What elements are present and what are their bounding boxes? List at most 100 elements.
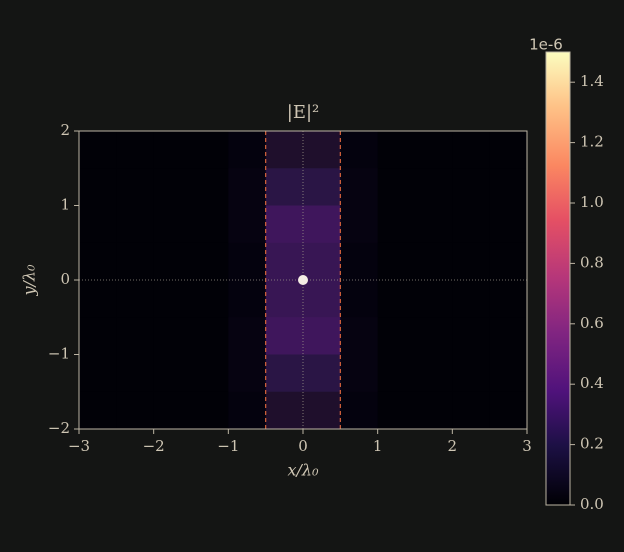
colorbar [545,51,571,506]
colorbar-tick-label: 0.2 [580,435,604,453]
heatmap-cell [228,391,267,429]
heatmap-cell [228,168,267,206]
heatmap-cell [303,205,341,244]
heatmap-cell [79,131,117,169]
x-tick-label: 1 [373,437,383,455]
y-tick-label: 2 [60,121,70,139]
heatmap-cell [303,317,341,355]
heatmap-cell [228,242,267,281]
heatmap-cell [116,391,155,429]
heatmap-cell [340,205,379,244]
heatmap-cell [79,317,117,355]
x-tick-label: 2 [448,437,458,455]
heatmap-cell [340,242,379,281]
heatmap-cell [116,168,155,206]
heatmap-cell [116,317,155,355]
x-tick-label: −2 [143,437,165,455]
heatmap-cell [377,205,416,244]
heatmap-cell [377,280,416,318]
heatmap-cell [303,391,341,429]
chart-title: |E|² [287,102,319,123]
y-axis-label: y/λ₀ [20,264,39,297]
heatmap-cell [191,168,229,206]
heatmap-cell [452,205,491,244]
heatmap-cell [489,131,527,169]
heatmap-cell [340,391,379,429]
heatmap-cell [303,168,341,206]
x-tick-label: −1 [217,437,239,455]
colorbar-tick-label: 1.0 [580,193,604,211]
heatmap-cell [340,354,379,393]
heatmap-cell [79,391,117,429]
heatmap-cell [415,280,453,318]
colorbar-tick-label: 1.2 [580,133,604,151]
heatmap-cell [265,391,304,429]
heatmap-cell [116,131,155,169]
y-tick-label: 0 [60,270,70,288]
heatmap-cell [303,131,341,169]
heatmap-cell [153,391,192,429]
heatmap-cell [191,317,229,355]
heatmap-cell [452,317,491,355]
heatmap-cell [265,317,304,355]
heatmap-cell [79,242,117,281]
heatmap-cell [191,242,229,281]
heatmap-cell [452,391,491,429]
heatmap-cell [377,354,416,393]
x-tick-label: −3 [68,437,90,455]
heatmap-cell [265,280,304,318]
y-tick-label: −1 [48,345,70,363]
heatmap-cell [377,317,416,355]
heatmap-cell [415,242,453,281]
source-point [298,275,308,285]
heatmap-cell [228,317,267,355]
heatmap-cell [116,354,155,393]
heatmap-cell [415,354,453,393]
colorbar-tick-label: 0.0 [580,495,604,513]
heatmap-cell [228,205,267,244]
colorbar-tick-label: 0.6 [580,314,604,332]
heatmap-cell [191,354,229,393]
heatmap-cell [191,131,229,169]
heatmap-cell [191,205,229,244]
heatmap-cell [265,242,304,281]
heatmap-cell [153,242,192,281]
heatmap-cell [228,354,267,393]
colorbar-tick-label: 0.8 [580,253,604,271]
heatmap-cell [191,391,229,429]
heatmap-cell [452,168,491,206]
heatmap-cell [452,131,491,169]
heatmap-cell [191,280,229,318]
heatmap-cell [415,168,453,206]
heatmap-cell [452,354,491,393]
colorbar-tick-label: 0.4 [580,374,604,392]
heatmap-cell [415,317,453,355]
heatmap-cell [340,317,379,355]
heatmap-cell [153,317,192,355]
heatmap-cell [452,242,491,281]
heatmap-cell [377,168,416,206]
heatmap-cell [265,168,304,206]
heatmap-cell [116,280,155,318]
heatmap-cell [489,317,527,355]
heatmap-cell [265,354,304,393]
heatmap-cell [265,131,304,169]
heatmap-cell [415,131,453,169]
heatmap-cell [489,168,527,206]
heatmap-cell [153,354,192,393]
heatmap-cell [489,354,527,393]
heatmap-cell [116,205,155,244]
heatmap-cell [377,131,416,169]
heatmap-cell [153,205,192,244]
heatmap-cell [415,391,453,429]
colorbar-offset: 1e-6 [529,36,563,54]
colorbar-tick-label: 1.4 [580,72,604,90]
heatmap-cell [377,391,416,429]
heatmap-cell [79,354,117,393]
plot-area [79,131,527,429]
heatmap-cell [116,242,155,281]
heatmap-cell [79,205,117,244]
heatmap-cell [340,131,379,169]
heatmap-cell [340,280,379,318]
